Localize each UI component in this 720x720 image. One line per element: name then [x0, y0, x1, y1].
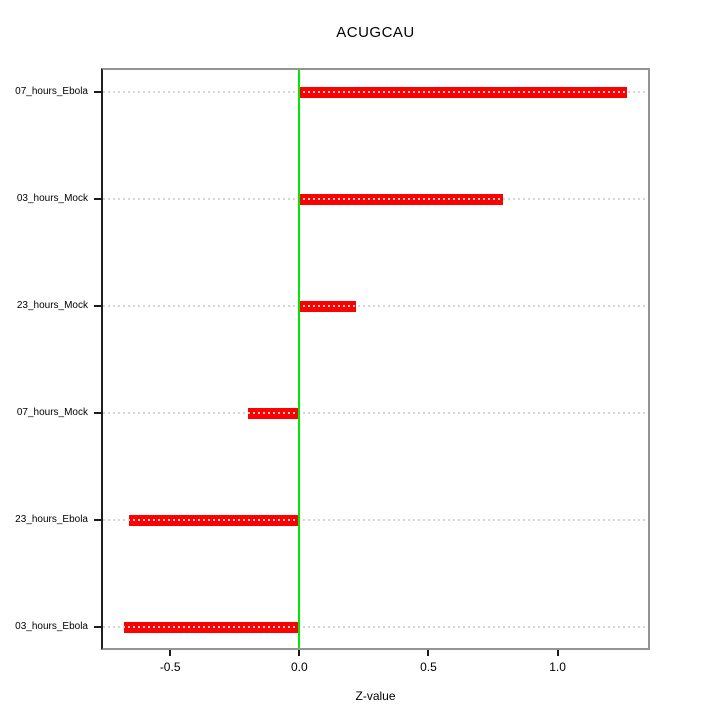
y-axis-label: 03_hours_Mock: [16, 193, 88, 204]
y-axis-tick: [94, 519, 103, 521]
x-axis-tick: [556, 650, 559, 656]
x-axis-tick-label: 0.5: [420, 660, 437, 674]
gridline: [103, 412, 648, 414]
zero-reference-line: [298, 70, 301, 648]
x-axis-tick: [169, 650, 172, 656]
y-axis-label: 07_hours_Ebola: [15, 86, 88, 97]
x-axis-tick-label: 0.0: [290, 660, 308, 674]
y-axis-label: 23_hours_Mock: [16, 300, 88, 311]
x-axis-tick: [427, 650, 430, 656]
y-axis-tick: [94, 626, 103, 628]
gridline: [103, 626, 648, 628]
gridline: [103, 519, 648, 521]
y-axis-tick: [94, 305, 103, 307]
gridline: [103, 305, 648, 307]
y-axis-tick: [94, 412, 103, 414]
y-axis-label: 23_hours_Ebola: [15, 514, 88, 525]
x-axis-title: Z-value: [355, 689, 396, 703]
x-axis-tick-label: 1.0: [549, 660, 566, 674]
x-axis-tick-label: -0.5: [159, 660, 181, 674]
chart-title: ACUGCAU: [336, 24, 415, 41]
y-axis-tick: [94, 91, 103, 93]
plot-area: Z-value 07_hours_Ebola 03_hours_Mock 23_ho…: [15, 68, 650, 703]
gridline: [103, 91, 648, 93]
y-axis-tick: [94, 198, 103, 200]
y-axis-label: 03_hours_Ebola: [15, 621, 88, 632]
gridline: [103, 198, 648, 200]
y-axis-label: 07_hours_Mock: [16, 407, 88, 418]
x-axis-tick: [298, 650, 301, 656]
